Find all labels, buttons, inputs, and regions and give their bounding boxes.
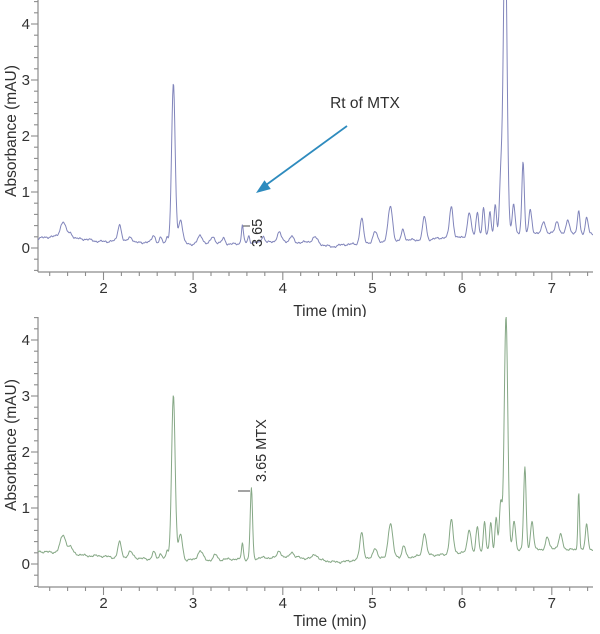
- x-axis-title: Time (min): [293, 303, 366, 317]
- x-tick-label: 5: [368, 280, 376, 297]
- x-tick-label: 5: [368, 595, 376, 612]
- y-tick-label: 4: [22, 332, 30, 349]
- mtx-peak-label: 3.65 MTX: [254, 419, 270, 482]
- mtx-arrow-line: [265, 125, 348, 186]
- chart-area-top: 2 3 4 5 6 7 0 1 2 3 4: [22, 0, 593, 297]
- x-tick-label: 2: [99, 280, 107, 297]
- x-tick-label: 3: [189, 280, 197, 297]
- chromatogram-trace: [38, 0, 593, 248]
- y-tick-label: 3: [22, 388, 30, 405]
- y-tick-label: 0: [22, 240, 30, 257]
- y-tick-label: 4: [22, 16, 30, 33]
- x-tick-label: 6: [458, 595, 466, 612]
- x-tick-label: 7: [548, 280, 556, 297]
- y-tick-label: 1: [22, 184, 30, 201]
- x-tick-label: 3: [189, 595, 197, 612]
- x-tick-label: 4: [279, 595, 287, 612]
- x-tick-label: 2: [99, 595, 107, 612]
- chromatogram-trace: [38, 317, 593, 564]
- y-tick-label: 2: [22, 444, 30, 461]
- mtx-rt-label: 3.65: [250, 219, 266, 247]
- x-tick-label: 6: [458, 280, 466, 297]
- x-tick-label: 4: [279, 280, 287, 297]
- y-axis-title: Absorbance (mAU): [3, 65, 20, 197]
- y-tick-label: 0: [22, 556, 30, 573]
- y-axis-title: Absorbance (mAU): [3, 379, 20, 511]
- x-tick-label: 7: [548, 595, 556, 612]
- mtx-callout-label: Rt of MTX: [330, 95, 400, 112]
- y-tick-label: 2: [22, 128, 30, 145]
- y-tick-label: 3: [22, 72, 30, 89]
- chart-area-bottom: 2 3 4 5 6 7 0 1 2 3 4: [22, 317, 593, 612]
- mtx-arrowhead-icon: [256, 180, 271, 193]
- x-axis-title: Time (min): [293, 613, 366, 630]
- y-tick-label: 1: [22, 500, 30, 517]
